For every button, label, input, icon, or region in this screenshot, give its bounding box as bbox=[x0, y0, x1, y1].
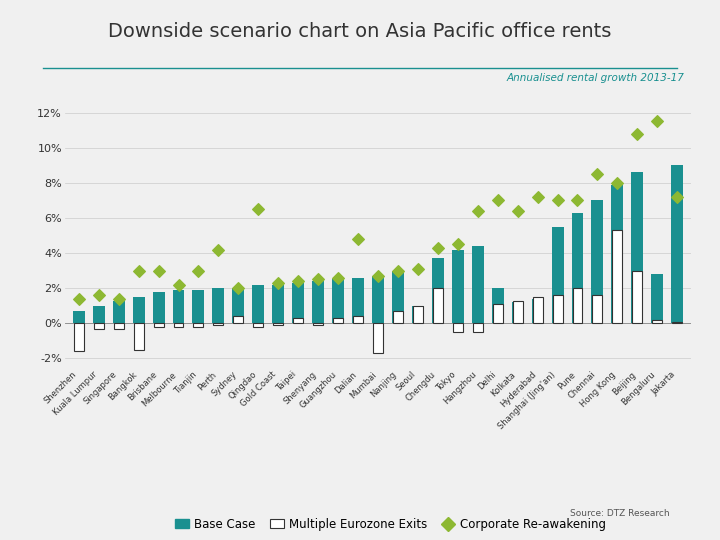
Legend: Base Case, Multiple Eurozone Exits, Corporate Re-awakening: Base Case, Multiple Eurozone Exits, Corp… bbox=[171, 513, 611, 535]
Bar bbox=[492, 288, 504, 323]
Bar bbox=[293, 318, 303, 323]
Point bbox=[93, 291, 104, 300]
Point bbox=[173, 280, 184, 289]
Point bbox=[193, 266, 204, 275]
Bar bbox=[572, 288, 582, 323]
Bar bbox=[373, 323, 383, 353]
Bar bbox=[252, 285, 264, 323]
Text: Annualised rental growth 2013-17: Annualised rental growth 2013-17 bbox=[506, 73, 684, 83]
Bar bbox=[73, 311, 85, 323]
Bar bbox=[353, 316, 363, 323]
Point bbox=[552, 196, 563, 205]
Point bbox=[212, 245, 224, 254]
Point bbox=[233, 284, 244, 293]
Point bbox=[432, 244, 444, 252]
Point bbox=[153, 266, 164, 275]
Bar bbox=[413, 306, 423, 323]
Bar bbox=[552, 227, 564, 323]
Bar bbox=[392, 271, 404, 323]
Bar bbox=[652, 274, 663, 323]
Bar bbox=[114, 323, 124, 328]
Bar bbox=[192, 290, 204, 323]
Bar bbox=[652, 320, 662, 323]
Point bbox=[372, 272, 384, 280]
Point bbox=[572, 196, 583, 205]
Point bbox=[73, 294, 84, 303]
Point bbox=[292, 277, 304, 286]
Bar bbox=[352, 278, 364, 323]
Bar bbox=[393, 311, 403, 323]
Bar bbox=[292, 283, 304, 323]
Bar bbox=[533, 297, 543, 323]
Bar bbox=[233, 288, 244, 323]
Point bbox=[133, 266, 145, 275]
Bar bbox=[333, 318, 343, 323]
Bar bbox=[572, 213, 583, 323]
Bar bbox=[472, 246, 484, 323]
Point bbox=[631, 130, 643, 138]
Bar bbox=[132, 297, 145, 323]
Point bbox=[312, 275, 324, 284]
Bar bbox=[233, 316, 243, 323]
Bar bbox=[591, 200, 603, 323]
Bar bbox=[552, 295, 562, 323]
Point bbox=[113, 294, 125, 303]
Point bbox=[512, 207, 523, 215]
Bar bbox=[473, 323, 482, 332]
Bar bbox=[253, 323, 264, 327]
Point bbox=[352, 235, 364, 244]
Bar bbox=[332, 280, 344, 323]
Bar bbox=[313, 323, 323, 325]
Bar bbox=[272, 285, 284, 323]
Point bbox=[253, 205, 264, 213]
Bar bbox=[452, 249, 464, 323]
Bar bbox=[453, 323, 463, 332]
Bar bbox=[134, 323, 143, 350]
Point bbox=[652, 117, 663, 126]
Bar bbox=[593, 295, 603, 323]
Point bbox=[452, 240, 464, 248]
Bar bbox=[153, 323, 163, 327]
Bar bbox=[312, 281, 324, 323]
Text: Source: DTZ Research: Source: DTZ Research bbox=[570, 509, 670, 518]
Bar bbox=[432, 258, 444, 323]
Bar bbox=[93, 306, 104, 323]
Bar bbox=[73, 323, 84, 352]
Bar bbox=[94, 323, 104, 328]
Bar bbox=[672, 321, 683, 323]
Bar bbox=[153, 292, 165, 323]
Point bbox=[412, 265, 423, 273]
Bar bbox=[671, 165, 683, 323]
Bar bbox=[213, 323, 223, 325]
Point bbox=[472, 207, 484, 215]
Bar bbox=[531, 299, 544, 323]
Point bbox=[392, 266, 404, 275]
Point bbox=[532, 193, 544, 201]
Point bbox=[492, 196, 503, 205]
Bar bbox=[631, 172, 644, 323]
Point bbox=[333, 273, 344, 282]
Bar bbox=[492, 304, 503, 323]
Text: Downside scenario chart on Asia Pacific office rents: Downside scenario chart on Asia Pacific … bbox=[108, 22, 612, 40]
Bar bbox=[613, 230, 622, 323]
Bar bbox=[173, 290, 184, 323]
Bar bbox=[212, 288, 225, 323]
Bar bbox=[174, 323, 184, 327]
Point bbox=[611, 179, 623, 187]
Bar bbox=[194, 323, 204, 327]
Bar bbox=[112, 300, 125, 323]
Point bbox=[672, 193, 683, 201]
Bar bbox=[372, 276, 384, 323]
Bar bbox=[412, 306, 424, 323]
Bar bbox=[274, 323, 283, 325]
Point bbox=[272, 279, 284, 287]
Bar bbox=[632, 271, 642, 323]
Bar bbox=[513, 300, 523, 323]
Bar bbox=[433, 288, 443, 323]
Bar bbox=[611, 185, 624, 323]
Bar bbox=[512, 302, 523, 323]
Point bbox=[592, 170, 603, 178]
